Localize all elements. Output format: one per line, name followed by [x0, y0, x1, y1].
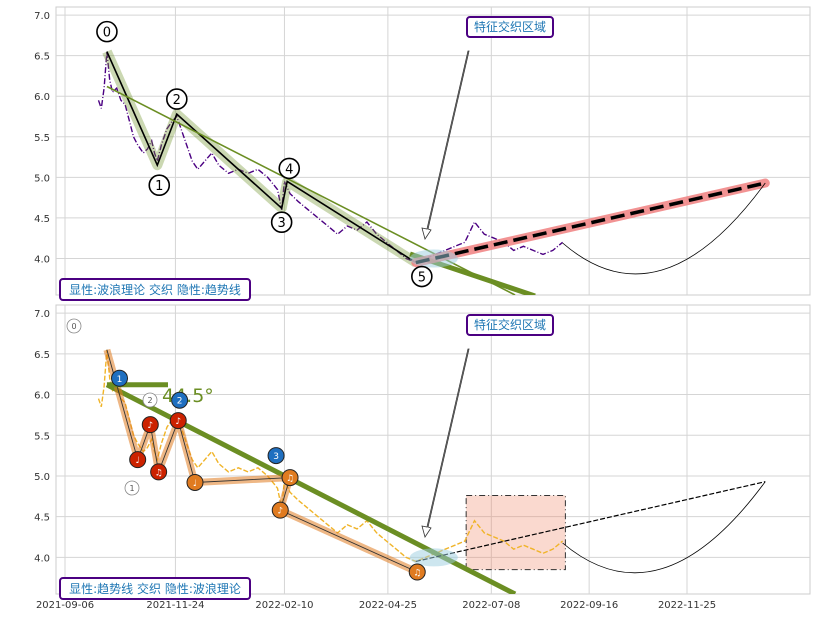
y-tick-label: 4.0: [34, 254, 50, 265]
y-tick-label: 4.5: [34, 214, 50, 225]
y-tick-label: 4.5: [34, 513, 50, 524]
plot-area: [55, 304, 811, 595]
y-tick-label: 5.5: [34, 133, 50, 144]
plot-area: [55, 6, 811, 296]
y-tick-label: 7.0: [34, 11, 50, 22]
wave-point-label: ♫: [413, 569, 421, 579]
wave-marker-3: [270, 211, 293, 233]
wave-point-marker: [267, 447, 285, 465]
wave-point-marker: [281, 469, 299, 487]
projection-arc: [562, 481, 766, 574]
wave-point-marker: [111, 369, 129, 387]
y-tick-label: 6.5: [34, 52, 50, 63]
series-price: [97, 51, 564, 264]
wave-label: 2: [173, 93, 181, 108]
wave-label: 4: [285, 162, 293, 177]
y-tick-label: 6.0: [34, 92, 50, 103]
x-tick-label: 2022-04-25: [359, 600, 417, 611]
wave-point-marker: [141, 416, 159, 434]
wave-marker-5: [411, 265, 433, 288]
legend-box: [59, 577, 251, 600]
projection-line: [415, 481, 766, 563]
wave-point-label: ♪: [277, 507, 283, 517]
ghost-wave-label: 0: [71, 322, 76, 331]
ghost-wave-marker: [142, 392, 158, 408]
x-tick-label: 2021-11-24: [146, 600, 204, 611]
wave-point-label: 2: [177, 397, 183, 407]
wave-point-marker: [129, 451, 147, 469]
y-tick-label: 6.5: [34, 350, 50, 361]
ghost-wave-label: 1: [129, 484, 134, 493]
feature-label: 特征交织区域: [474, 317, 546, 332]
wave-marker-4: [278, 157, 301, 180]
wave-point-label: ♫: [155, 468, 163, 478]
panel-top: 4.0 4.5 5.0 5.5 6.0 6.5 7.0 0 1 2 3 4 5 特征交织区域显性:波浪理论…: [34, 6, 811, 301]
wave-marker-0: [96, 20, 118, 43]
legend-text: 显性:波浪理论 交织 隐性:趋势线: [69, 282, 241, 297]
wave-point-label: ♪: [147, 421, 153, 431]
wave-point-label: ♪: [175, 417, 181, 427]
intersection-highlight: [409, 548, 458, 567]
plot-content: [97, 348, 766, 594]
wave-point-marker: [171, 391, 189, 409]
wave-label: 3: [278, 216, 286, 231]
wave-label: 1: [155, 179, 163, 194]
wave-marker-1: [148, 174, 171, 196]
ghost-wave-label: 2: [147, 396, 152, 405]
wave-point-label: ♩: [136, 456, 140, 466]
x-axis: 2021-09-06 2021-11-24 2022-02-10 2022-04-25…: [36, 600, 716, 611]
wave-point-marker: [271, 501, 289, 519]
ghost-wave-marker: [66, 318, 82, 334]
wave-point-label: ♫: [286, 474, 294, 484]
wave-line: [106, 51, 417, 264]
intersection-highlight: [409, 249, 458, 268]
wave-marker-2: [166, 88, 188, 110]
x-tick-label: 2021-09-06: [36, 600, 94, 611]
wave-point-marker: [408, 563, 426, 581]
y-tick-label: 6.0: [34, 391, 50, 402]
y-tick-label: 5.5: [34, 431, 50, 442]
feature-label-box: [466, 314, 554, 336]
wave-point-label: 3: [273, 452, 279, 462]
angle-label: 44.5°: [162, 385, 214, 407]
projection-highlight: [411, 178, 770, 268]
plot-content: [97, 49, 770, 295]
feature-label: 特征交织区域: [474, 19, 546, 34]
y-tick-label: 4.0: [34, 553, 50, 564]
feature-label-box: [466, 16, 554, 38]
ghost-wave-marker: [124, 480, 140, 496]
y-tick-label: 7.0: [34, 309, 50, 320]
wave-point-marker: [186, 473, 204, 491]
wave-point-marker: [150, 463, 168, 481]
wave-point-marker: [169, 412, 187, 430]
wave-label: 5: [418, 271, 426, 286]
x-tick-label: 2022-09-16: [560, 600, 618, 611]
legend-box: [59, 278, 251, 301]
legend-text: 显性:趋势线 交织 隐性:波浪理论: [69, 581, 241, 596]
wave-label: 0: [103, 26, 111, 41]
x-tick-label: 2022-02-10: [255, 600, 313, 611]
annotation-arrow: [421, 348, 470, 538]
feature-box: [465, 494, 566, 571]
wave-point-label: 1: [117, 375, 123, 385]
y-tick-label: 5.0: [34, 173, 50, 184]
x-tick-label: 2022-07-08: [462, 600, 520, 611]
wave-point-label: ♩: [193, 479, 197, 489]
annotation-arrow: [421, 50, 470, 240]
projection-arc: [562, 182, 766, 275]
y-tick-label: 5.0: [34, 472, 50, 483]
x-tick-label: 2022-11-25: [658, 600, 716, 611]
